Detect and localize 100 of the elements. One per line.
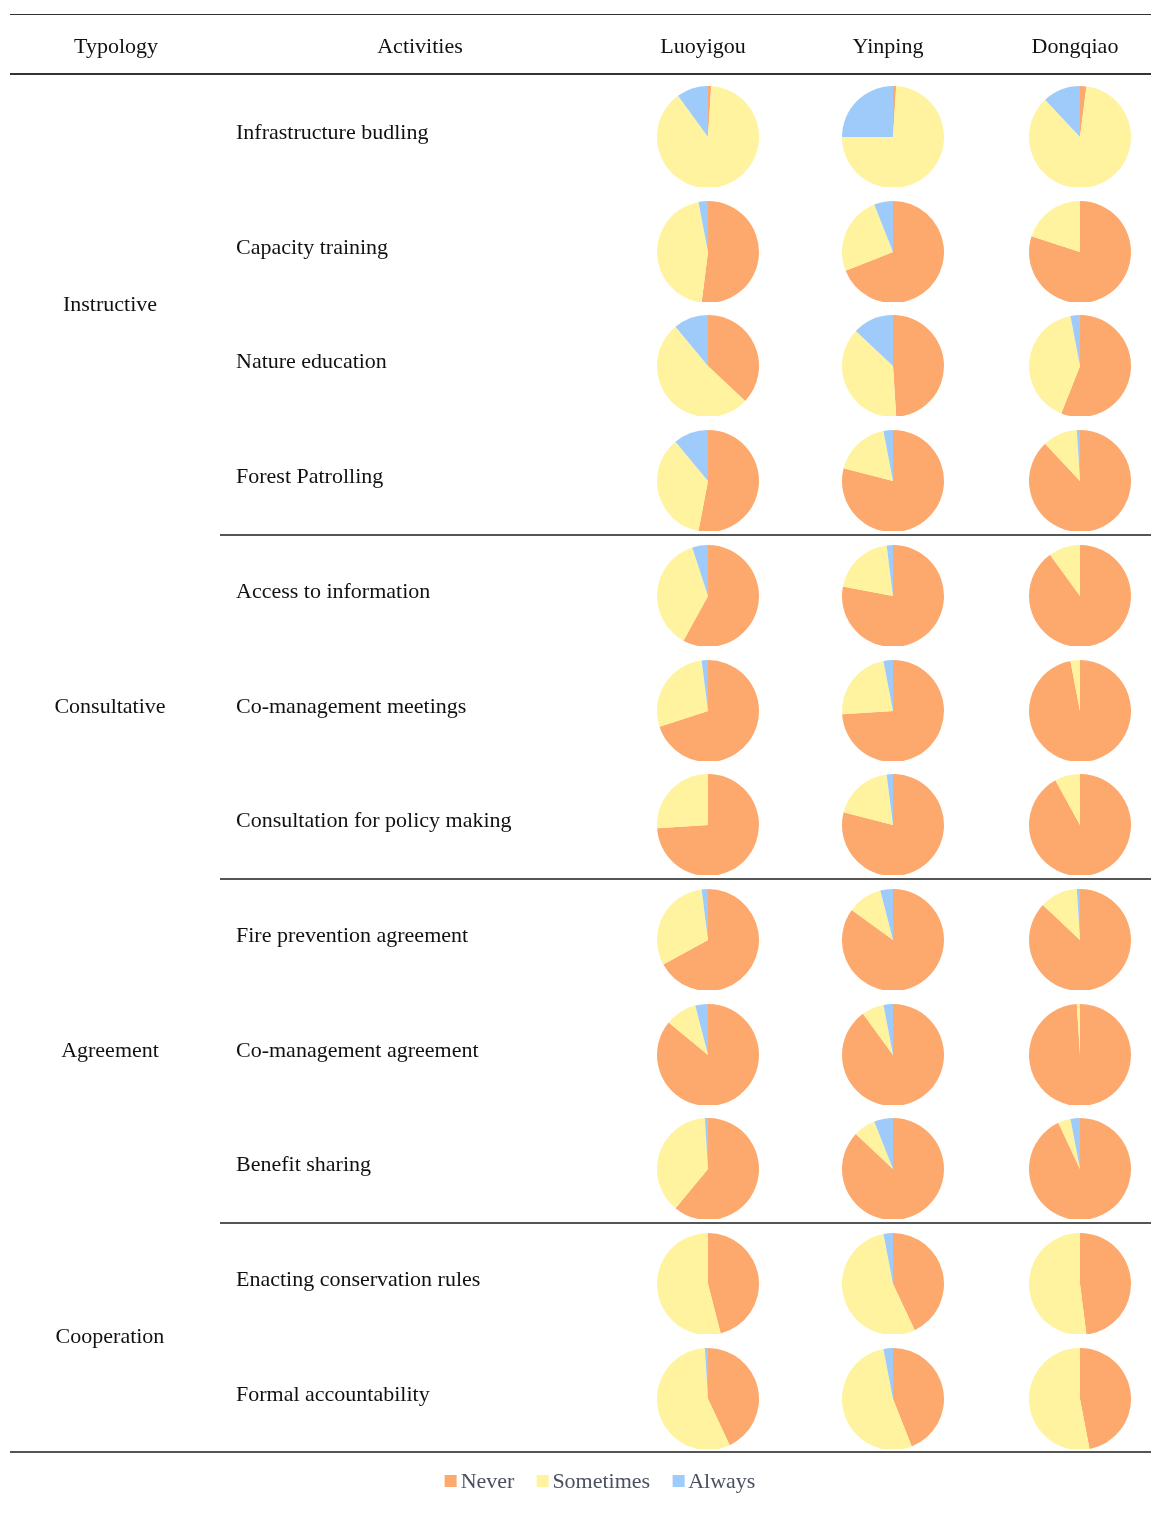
legend-label: Always — [688, 1467, 756, 1494]
text: Agreement — [61, 1036, 159, 1063]
pie-slice — [1029, 86, 1131, 187]
pie-slice — [842, 774, 944, 876]
legend-label: Never — [460, 1467, 515, 1494]
pie-slice — [842, 545, 893, 596]
pie-slice — [842, 659, 944, 761]
pie-slice — [842, 430, 944, 532]
pie-slice — [675, 430, 708, 482]
pie-slice — [851, 890, 893, 940]
pie-slice — [842, 1233, 915, 1334]
pie-slice — [883, 1003, 893, 1055]
pie-slice — [863, 1004, 893, 1055]
pie-slice — [845, 200, 944, 302]
pie-slice — [1070, 659, 1080, 711]
pie-slice — [1045, 430, 1080, 482]
pie-slice — [657, 86, 759, 187]
text: Luoyigou — [660, 33, 746, 59]
text: Co-management meetings — [236, 692, 467, 719]
pie-slice — [1061, 315, 1131, 417]
pie-slice — [1029, 774, 1131, 876]
pie-slice — [1029, 1233, 1087, 1334]
text: Access to information — [236, 577, 431, 604]
pie-slice — [883, 659, 893, 711]
pie-slice — [695, 1003, 708, 1055]
pie-slice — [1058, 1119, 1080, 1170]
pie-slice — [842, 1348, 912, 1449]
text: Benefit sharing — [236, 1151, 372, 1178]
pie-slice — [843, 774, 893, 826]
pie-slice — [668, 1005, 708, 1055]
text: Forest Patrolling — [236, 463, 384, 490]
pie-slice — [842, 888, 944, 990]
pie-slice — [675, 315, 708, 367]
text: Consultation for policy making — [236, 807, 512, 834]
pie-slice — [657, 327, 746, 417]
pie-slice — [657, 1347, 730, 1449]
pie-slice — [701, 200, 759, 302]
pie-slice — [659, 659, 759, 761]
pie-slice — [708, 1233, 759, 1334]
pie-slice — [843, 431, 893, 482]
pie-slice — [657, 659, 708, 727]
pie-slice — [893, 315, 944, 417]
pie-slice — [683, 544, 759, 646]
pie-slice — [1031, 200, 1080, 252]
pie-slice — [842, 544, 944, 646]
pie-slice — [842, 1118, 944, 1220]
pie-slice — [855, 315, 893, 367]
pie-slice — [657, 201, 708, 302]
pie-slice — [657, 889, 708, 965]
pie-slice — [663, 888, 759, 990]
pie-slice — [1080, 1347, 1131, 1449]
pie-slice — [657, 441, 708, 532]
text: Instructive — [62, 291, 158, 318]
pie-slice — [1029, 1118, 1131, 1220]
pie-slice — [692, 544, 708, 596]
pie-slice — [842, 204, 893, 271]
pie-slice — [657, 1003, 759, 1105]
pie-slice — [698, 430, 759, 532]
pie-slice — [874, 1118, 893, 1170]
pie-slice — [657, 774, 708, 829]
text: Typology — [73, 33, 159, 59]
pie-slice — [842, 86, 944, 187]
text: Formal accountability — [236, 1380, 430, 1407]
pie-slice — [708, 1347, 759, 1445]
pie-slice — [657, 1118, 708, 1209]
pie-slice — [675, 1118, 759, 1220]
pie-slice — [1029, 200, 1131, 302]
pie-slice — [1029, 659, 1131, 761]
text: Cooperation — [55, 1323, 165, 1350]
text: Capacity training — [236, 233, 389, 260]
pie-slice — [874, 200, 893, 252]
pie-slice — [698, 200, 708, 252]
pie-slice — [1055, 774, 1080, 826]
pie-slice — [842, 660, 893, 714]
pie-slice — [842, 86, 893, 137]
text: Dongqiao — [1031, 33, 1119, 59]
pie-slice — [1029, 1347, 1090, 1449]
legend-label: Sometimes — [552, 1467, 651, 1494]
pie-slice — [855, 1121, 893, 1170]
pie-slice — [1042, 888, 1080, 940]
text: Co-management agreement — [236, 1036, 479, 1063]
text: Infrastructure budling — [236, 119, 429, 145]
pie-slice — [1050, 544, 1080, 596]
pie-slice — [1029, 316, 1080, 414]
pie-slice — [883, 1347, 893, 1399]
pie-slice — [842, 331, 897, 417]
text: Activities — [377, 33, 463, 59]
pie-slice — [1029, 430, 1131, 532]
pie-slice — [657, 1233, 721, 1334]
text: Fire prevention agreement — [236, 921, 469, 948]
pie-slice — [1029, 1003, 1131, 1105]
text: Nature education — [236, 348, 387, 375]
pie-slice — [1045, 86, 1080, 137]
pie-slice — [1029, 888, 1131, 990]
pie-slice — [1080, 1233, 1131, 1334]
pie-slice — [883, 1233, 893, 1284]
pie-slice — [678, 86, 708, 137]
text: Yinping — [852, 33, 924, 59]
text: Consultative — [54, 692, 166, 719]
text: Enacting conservation rules — [236, 1266, 481, 1292]
